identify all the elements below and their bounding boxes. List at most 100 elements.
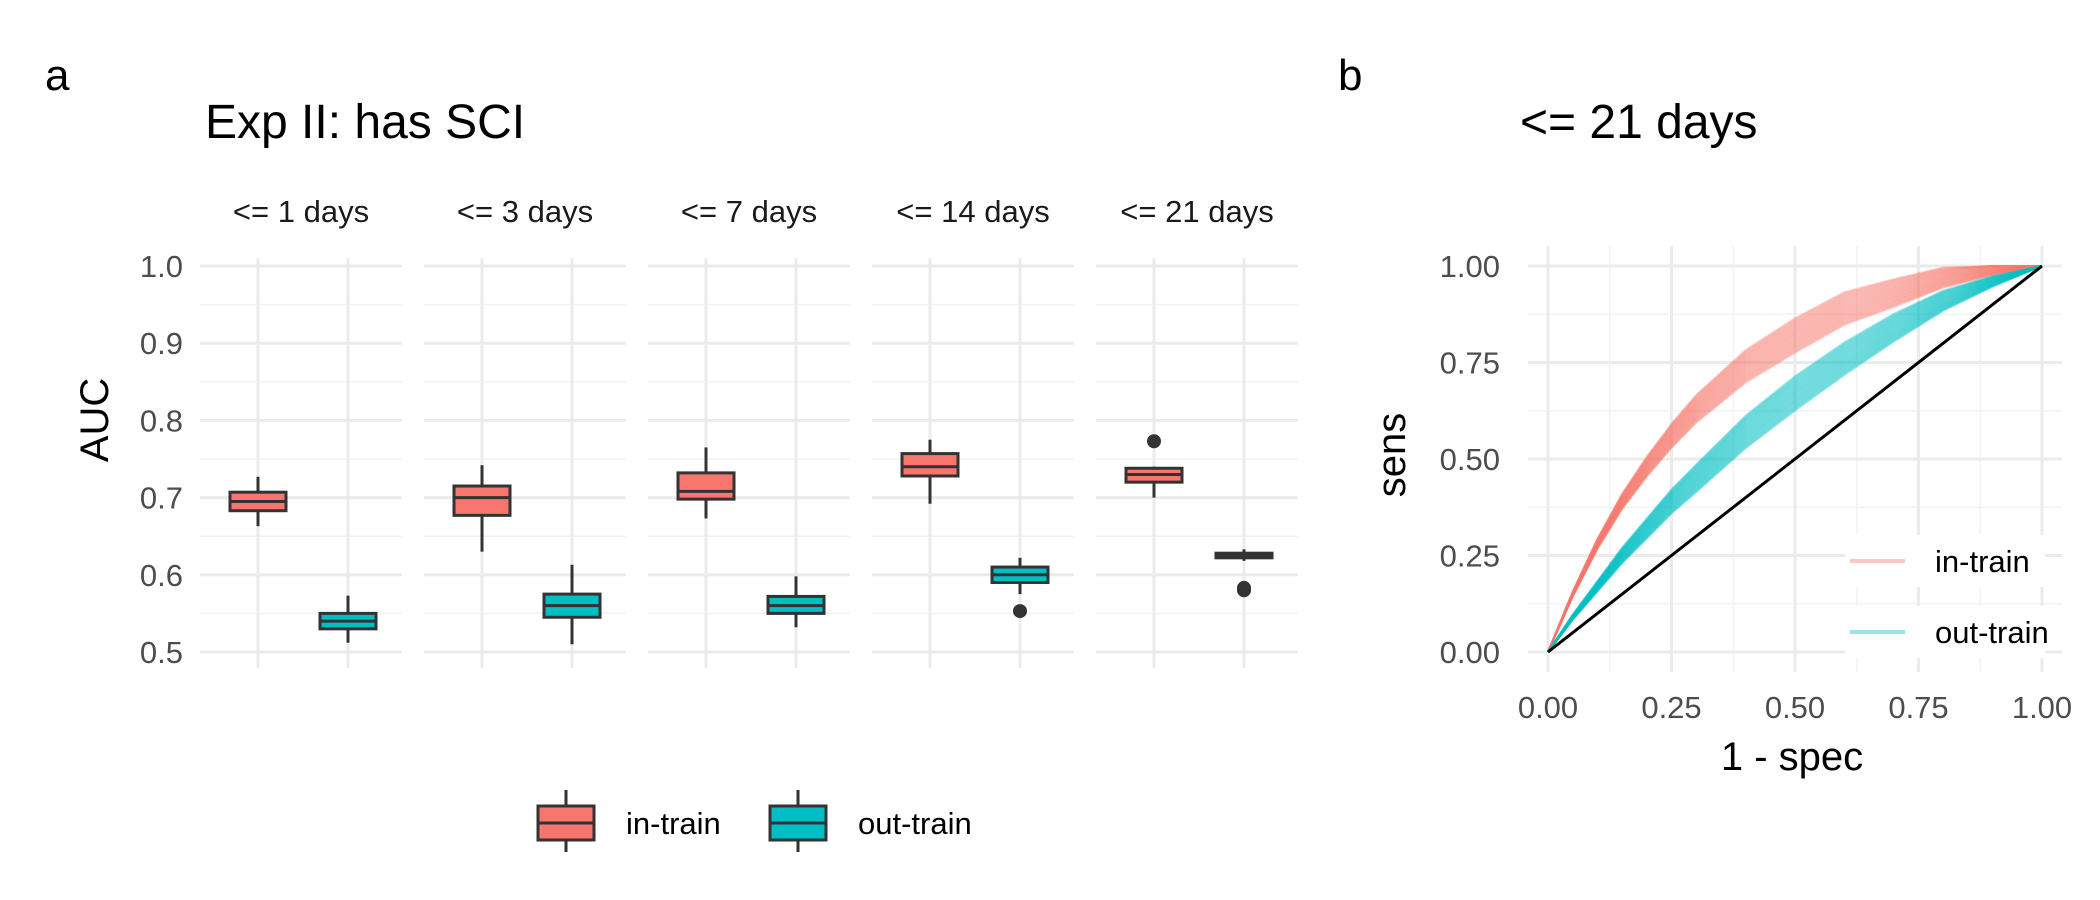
roc-curve bbox=[1547, 265, 2043, 653]
panel-b: b <= 21 days 0.00 0.25 0.50 0.75 1.00 0.00 0.2… bbox=[1338, 51, 2072, 779]
roc-curve bbox=[1547, 265, 2043, 653]
y-tick-label: 0.8 bbox=[140, 403, 183, 438]
panel-b-tick-labels: 0.00 0.25 0.50 0.75 1.00 0.00 0.25 0.50 0.75 1.00 bbox=[1440, 249, 2073, 725]
y-tick-label: 0.75 bbox=[1440, 346, 1500, 381]
roc-curve bbox=[1547, 265, 2043, 653]
roc-series-in-train bbox=[1547, 265, 2043, 653]
roc-curve bbox=[1547, 265, 2043, 653]
roc-curve bbox=[1547, 265, 2043, 653]
box-body bbox=[452, 484, 512, 517]
roc-curve bbox=[1547, 265, 2043, 653]
roc-curve bbox=[1547, 265, 2043, 653]
roc-curve bbox=[1547, 265, 2043, 653]
outlier-point bbox=[1237, 580, 1251, 595]
roc-curve bbox=[1547, 265, 2043, 653]
roc-curve bbox=[1547, 265, 2043, 653]
y-tick-label: 0.25 bbox=[1440, 539, 1500, 574]
facet-panel: <= 21 days bbox=[1096, 194, 1298, 668]
panel-b-y-axis-title: sens bbox=[1370, 413, 1414, 498]
roc-curve bbox=[1547, 265, 2043, 653]
panel-a-y-tick-labels: 0.5 0.6 0.7 0.8 0.9 1.0 bbox=[140, 249, 183, 670]
roc-curve bbox=[1547, 265, 2043, 653]
panel-a-title: Exp II: has SCI bbox=[205, 96, 525, 149]
facet-strip-label: <= 14 days bbox=[896, 194, 1049, 229]
roc-curve bbox=[1547, 265, 2043, 653]
roc-curve bbox=[1547, 265, 2043, 653]
facet-strip-label: <= 21 days bbox=[1120, 194, 1273, 229]
facet-panel: <= 14 days bbox=[872, 194, 1074, 668]
box-out-train bbox=[1214, 549, 1274, 598]
y-tick-label: 0.5 bbox=[140, 635, 183, 670]
panel-a-tag: a bbox=[45, 51, 70, 100]
y-tick-label: 0.00 bbox=[1440, 635, 1500, 670]
roc-curve bbox=[1547, 265, 2043, 653]
x-tick-label: 0.50 bbox=[1765, 690, 1825, 725]
roc-curve bbox=[1547, 265, 2043, 653]
roc-curve bbox=[1547, 265, 2043, 653]
roc-curve bbox=[1547, 265, 2043, 653]
box-body bbox=[900, 452, 960, 478]
roc-curve bbox=[1547, 265, 2043, 653]
roc-curve bbox=[1547, 265, 2043, 653]
roc-curve bbox=[1547, 265, 2043, 653]
roc-series-out-train bbox=[1547, 265, 2043, 653]
panel-a-legend: in-train out-train bbox=[536, 790, 972, 852]
roc-curve bbox=[1547, 265, 2043, 653]
roc-curve bbox=[1547, 265, 2043, 653]
roc-curve bbox=[1547, 265, 2043, 653]
panel-b-curves bbox=[1547, 264, 2043, 654]
facet-panel: <= 7 days bbox=[648, 194, 850, 668]
roc-curve bbox=[1547, 265, 2043, 653]
roc-curve bbox=[1547, 265, 2043, 653]
box-in-train bbox=[900, 439, 960, 504]
roc-curve bbox=[1547, 265, 2043, 653]
box-in-train bbox=[228, 476, 288, 527]
legend-label: out-train bbox=[1935, 615, 2049, 650]
panel-a-y-axis-title: AUC bbox=[73, 378, 117, 462]
y-tick-label: 1.0 bbox=[140, 249, 183, 284]
diagonal-reference-line bbox=[1547, 264, 2043, 654]
roc-curve bbox=[1547, 265, 2043, 653]
facet-strip-label: <= 3 days bbox=[457, 194, 593, 229]
roc-curve bbox=[1547, 265, 2043, 653]
roc-curve bbox=[1547, 265, 2043, 653]
legend-label: in-train bbox=[1935, 544, 2030, 579]
box-out-train bbox=[990, 557, 1050, 619]
legend-label: out-train bbox=[858, 806, 972, 841]
y-tick-label: 1.00 bbox=[1440, 249, 1500, 284]
legend-item-in-train: in-train bbox=[1845, 535, 2045, 587]
roc-curve bbox=[1547, 265, 2043, 653]
legend-key-background bbox=[1845, 535, 2045, 587]
roc-curve bbox=[1547, 265, 2043, 653]
outlier-point bbox=[1013, 604, 1027, 619]
roc-curve bbox=[1547, 265, 2043, 653]
x-tick-label: 1.00 bbox=[2012, 690, 2072, 725]
box-in-train bbox=[452, 465, 512, 552]
roc-curve bbox=[1547, 265, 2043, 653]
roc-curve bbox=[1547, 265, 2043, 653]
roc-curve bbox=[1547, 265, 2042, 653]
legend-item-out-train: out-train bbox=[768, 790, 972, 852]
roc-curve bbox=[1547, 265, 2043, 653]
roc-curve bbox=[1547, 265, 2043, 653]
roc-curve bbox=[1547, 265, 2043, 653]
facet-panel: <= 3 days bbox=[424, 194, 626, 668]
roc-curve bbox=[1547, 265, 2043, 653]
roc-curve bbox=[1547, 265, 2043, 653]
x-tick-label: 0.75 bbox=[1888, 690, 1948, 725]
roc-curve bbox=[1547, 265, 2043, 653]
roc-curve bbox=[1547, 265, 2043, 653]
roc-curve bbox=[1547, 265, 2043, 653]
outlier-point bbox=[1147, 434, 1161, 449]
panel-b-x-axis-title: 1 - spec bbox=[1721, 735, 1863, 779]
roc-curve bbox=[1547, 265, 2043, 653]
x-tick-label: 0.00 bbox=[1518, 690, 1578, 725]
panel-b-title: <= 21 days bbox=[1520, 96, 1758, 149]
roc-curve bbox=[1547, 265, 2043, 653]
roc-curve bbox=[1547, 265, 2043, 653]
roc-curve bbox=[1547, 265, 2043, 653]
panel-b-tag: b bbox=[1338, 51, 1362, 100]
roc-curve bbox=[1547, 265, 2043, 653]
box-out-train bbox=[318, 595, 378, 643]
